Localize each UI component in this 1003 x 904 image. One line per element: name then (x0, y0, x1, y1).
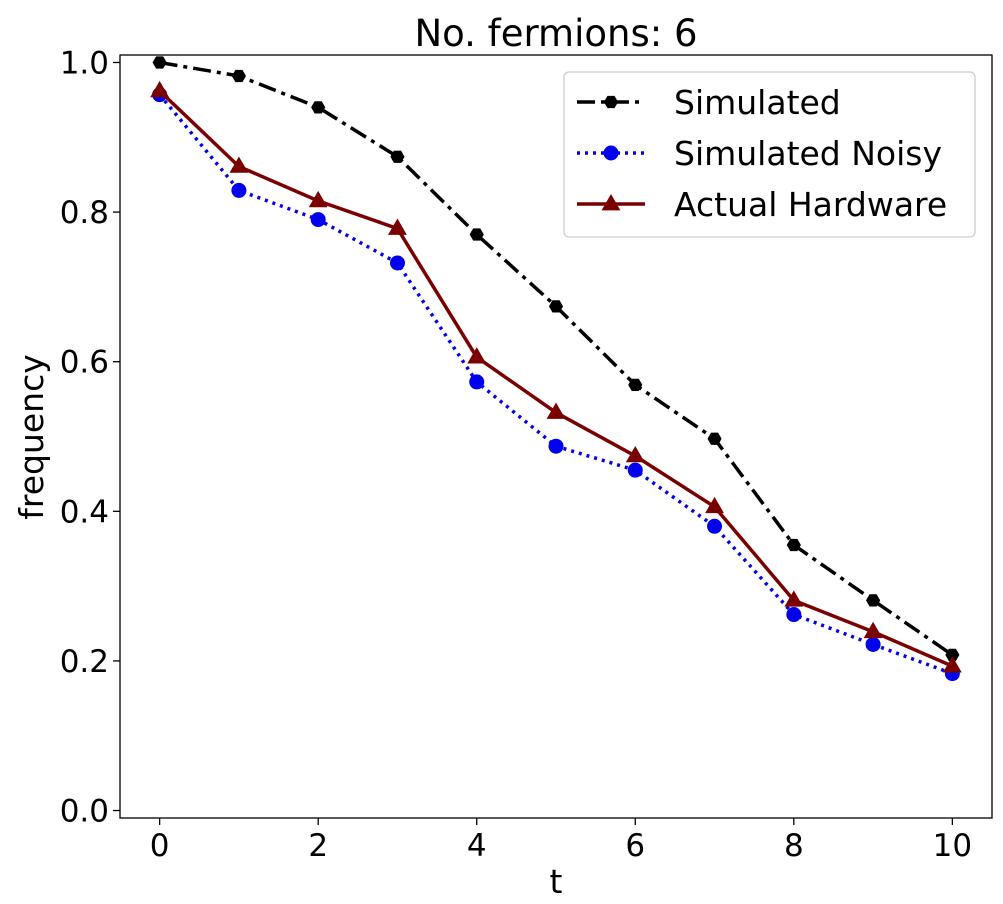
data-point-actual-hardware (308, 190, 328, 208)
data-point-actual-hardware (625, 445, 645, 463)
data-point-simulated (707, 432, 722, 445)
series-actual-hardware (150, 80, 962, 673)
x-tick-label: 8 (784, 828, 804, 864)
data-point-simulated-noisy (865, 636, 881, 652)
legend-marker-actual-hardware (601, 193, 621, 211)
data-point-simulated-noisy (389, 255, 405, 271)
data-point-actual-hardware (546, 402, 566, 419)
data-point-actual-hardware (467, 347, 487, 364)
data-point-actual-hardware (863, 621, 883, 639)
data-point-simulated (152, 56, 167, 69)
y-tick-label: 0.2 (60, 644, 109, 680)
series-simulated (152, 56, 960, 662)
data-point-simulated (311, 101, 326, 114)
plot-frame (119, 54, 993, 819)
data-point-simulated (231, 69, 246, 83)
data-point-actual-hardware (705, 496, 724, 514)
legend-marker-simulated (603, 95, 619, 109)
data-point-simulated (548, 300, 564, 313)
data-point-actual-hardware (942, 656, 962, 673)
data-point-simulated (469, 228, 484, 241)
x-tick-label: 10 (933, 828, 972, 864)
legend-label-simulated: Simulated (674, 83, 841, 122)
data-point-simulated (786, 538, 801, 552)
data-point-simulated-noisy (310, 212, 326, 228)
legend-label-simulated-noisy: Simulated Noisy (674, 134, 942, 173)
legend-frame (563, 71, 976, 238)
data-point-actual-hardware (150, 80, 170, 98)
data-point-simulated-noisy (707, 518, 723, 534)
x-tick-label: 4 (467, 828, 487, 864)
data-point-simulated (628, 378, 643, 392)
x-tick-label: 0 (150, 828, 170, 864)
data-point-simulated-noisy (786, 607, 802, 623)
data-point-actual-hardware (388, 218, 407, 235)
x-tick-label: 2 (308, 828, 328, 864)
y-tick-label: 0.6 (60, 345, 109, 381)
data-point-simulated-noisy (627, 462, 643, 478)
y-tick-label: 0.8 (60, 195, 109, 231)
data-point-simulated (945, 648, 960, 662)
y-axis-label: frequency (12, 354, 51, 520)
data-point-simulated-noisy (231, 182, 247, 198)
data-point-simulated-noisy (469, 374, 485, 390)
y-tick-label: 0.4 (60, 494, 109, 530)
y-tick-label: 0.0 (60, 794, 109, 830)
chart-title: No. fermions: 6 (415, 12, 698, 55)
data-point-simulated-noisy (548, 438, 564, 454)
y-tick-label: 1.0 (60, 45, 109, 81)
legend: Simulated Simulated Noisy Actual Hardware (563, 71, 976, 238)
data-point-actual-hardware (229, 156, 249, 173)
x-tick-label: 6 (625, 828, 645, 864)
data-point-simulated (866, 594, 881, 607)
data-point-simulated (390, 150, 405, 163)
x-axis-label: t (550, 862, 563, 901)
data-point-actual-hardware (784, 590, 804, 607)
legend-label-actual-hardware: Actual Hardware (674, 185, 947, 224)
legend-marker-simulated-noisy (603, 145, 619, 161)
